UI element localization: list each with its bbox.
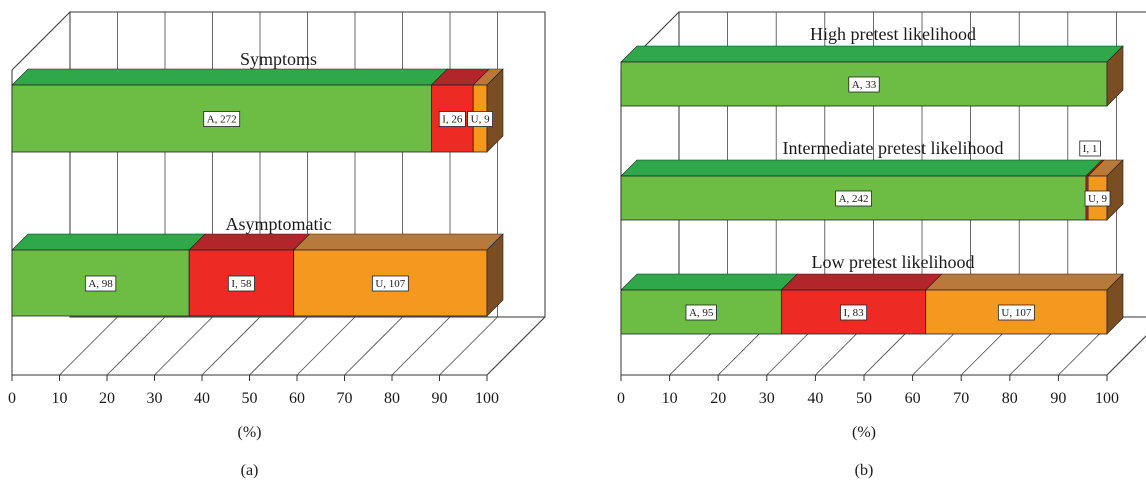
x-tick-label: 60 [905,390,921,407]
bar-segment-top [11,68,449,86]
floor-gridline [59,316,118,376]
floor-gridline [201,316,261,376]
x-tick-label: 50 [856,390,872,407]
floor-gridline [439,316,498,376]
x-tick-label: 10 [52,390,68,407]
data-label-box [467,111,493,127]
data-label-box [685,304,717,321]
floor-gridline [344,316,403,376]
x-tick-label: 30 [759,390,775,407]
data-label: I, 83 [843,307,864,319]
data-label: A, 98 [88,278,113,290]
data-label: I, 58 [231,278,252,290]
bar-title: Low pretest likelihood [812,252,975,272]
bar-segment-top [620,159,1103,177]
bar-segment-top [11,233,206,251]
stacked-bar: Intermediate pretest likelihood A, 242 I, … [620,138,1124,221]
floor-gridline [154,316,213,376]
stacked-bar: Asymptomatic A, 98 I, 58 U, 107 [11,214,504,317]
data-label-box [84,275,117,292]
x-tick-label: 90 [432,390,448,407]
bar-title: High pretest likelihood [810,24,976,44]
floor-gridline [486,316,546,376]
bar-title: Intermediate pretest likelihood [783,138,1004,158]
chart-panel-b: 0 10 20 30 40 50 60 70 80 90 100 (%) (b) High pretest… [617,11,1146,479]
x-tick-label: 10 [662,390,678,407]
bar-segment-top [188,233,311,251]
x-tick-label: 70 [953,390,969,407]
panel-label: (b) [855,462,874,479]
bar-title: Asymptomatic [226,214,332,234]
floor-gridline [249,316,308,376]
x-tick-label: 50 [242,390,258,407]
data-label: A, 33 [852,79,877,91]
x-tick-label: 80 [1002,390,1018,407]
data-label-box [203,111,241,127]
floor-gridline [106,316,166,376]
data-label-box [227,275,255,292]
x-tick-label: 100 [1095,390,1119,407]
x-tick-label: 90 [1050,390,1066,407]
x-tick-label: 20 [710,390,726,407]
floor-gridline [391,316,451,376]
x-tick-label: 40 [807,390,823,407]
data-label: U, 9 [1088,193,1107,205]
data-label: U, 107 [1001,307,1031,319]
bar-segment-top [620,273,799,291]
bar-title: Symptoms [240,49,317,69]
data-label: A, 242 [839,193,869,205]
bar-side [1106,45,1124,107]
x-axis-label: (%) [852,424,876,441]
bar-segment-top [620,45,1124,63]
x-axis-label: (%) [238,424,262,441]
bar-segment-top [924,273,1124,291]
bar-segment-top [780,273,943,291]
bar-segment-top [292,233,504,251]
data-label: U, 107 [375,278,405,290]
bar-side [486,68,504,153]
x-tick-label: 100 [475,390,499,407]
x-tick-label: 40 [194,390,210,407]
floor-gridline [1106,335,1146,376]
x-tick-label: 20 [99,390,115,407]
stacked-bar: Symptoms A, 272 I, 26 U, 9 [11,49,504,153]
data-label-box [1079,140,1101,157]
stacked-bar: High pretest likelihood A, 33 [620,24,1124,107]
chart-panel-a: 0 10 20 30 40 50 60 70 80 90 100 (%) (a) Symptoms A, 2… [8,11,546,479]
data-label: I, 1 [1083,143,1098,155]
data-label-box [438,111,466,127]
x-tick-label: 0 [8,390,16,407]
data-label-box [835,190,872,207]
data-label-box [840,304,868,321]
data-label-box [848,76,880,93]
bar-side [1106,273,1124,335]
x-tick-label: 70 [337,390,353,407]
left-wall-top-edge [11,11,71,71]
bar-side [486,233,504,317]
data-label: A, 95 [689,307,714,319]
x-tick-label: 80 [384,390,400,407]
floor-gridline [296,316,356,376]
data-label-box [997,304,1035,321]
data-label-box [1084,190,1111,207]
stacked-bar: Low pretest likelihood A, 95 I, 83 U, 107 [620,252,1124,335]
data-label: I, 26 [442,114,463,126]
x-tick-label: 30 [147,390,163,407]
data-label: A, 272 [207,114,237,126]
data-label-box [371,275,409,292]
panel-label: (a) [241,462,259,479]
x-tick-label: 0 [617,390,625,407]
data-label: U, 9 [471,114,490,126]
x-tick-label: 60 [289,390,305,407]
